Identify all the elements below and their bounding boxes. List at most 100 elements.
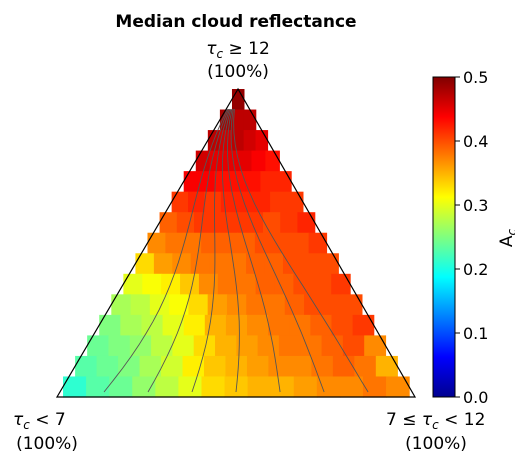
heatmap-cell (207, 294, 228, 316)
heatmap-cell (223, 150, 239, 172)
heatmap-cell (149, 294, 170, 316)
heatmap-cell (111, 294, 132, 316)
heatmap-cell (193, 335, 216, 357)
heatmap-cell (246, 253, 266, 275)
heatmap-cell (270, 376, 295, 398)
heatmap-cell (293, 376, 318, 398)
heatmap-cell (246, 294, 267, 316)
heatmap-cell (300, 335, 323, 357)
colorbar-tick-label: 0.5 (463, 68, 488, 87)
heatmap-cell (171, 191, 189, 213)
top-vertex-label: τc ≥ 12 (206, 39, 270, 61)
heatmap-cell (323, 294, 344, 316)
heatmap-cell (342, 335, 365, 357)
heatmap-cell (209, 253, 229, 275)
heatmap-cell (342, 294, 363, 316)
heatmap-cell (63, 376, 87, 398)
heatmap-cell (286, 191, 304, 213)
heatmap-cell (290, 232, 310, 254)
heatmap-cell (165, 232, 184, 254)
heatmap-cell (161, 355, 184, 378)
heatmap-cell (155, 376, 179, 398)
colorbar-tick-label: 0.3 (463, 196, 488, 215)
heatmap-cell (352, 314, 375, 336)
heatmap-cell (237, 232, 256, 254)
heatmap-cell (260, 171, 277, 193)
heatmap-cell (280, 212, 299, 234)
heatmap-cell (118, 355, 141, 378)
colorbar-tick-label: 0.4 (463, 132, 488, 151)
heatmap-cell (246, 355, 270, 378)
heatmap-cell (255, 130, 269, 152)
heatmap-cell (304, 294, 324, 316)
contour-line (230, 108, 325, 393)
heatmap-cell (312, 273, 332, 295)
heatmap-cell (364, 335, 387, 357)
heatmap-cell (139, 355, 162, 378)
heatmap-cell (161, 273, 181, 295)
heatmap-cell (375, 355, 398, 378)
heatmap-cell (301, 253, 321, 275)
heatmap-cell (225, 355, 248, 378)
heatmap-cell (215, 335, 237, 357)
right-vertex-label: 7 ≤ τc < 12 (386, 410, 485, 432)
heatmap-cell (227, 253, 247, 275)
heatmap-cell (159, 212, 178, 234)
heatmap-cell (243, 130, 257, 152)
colorbar (432, 76, 456, 398)
heatmap-cell (199, 171, 215, 193)
heatmap-cell (129, 335, 152, 357)
heatmap-cell (198, 273, 219, 295)
contour-line (227, 108, 281, 393)
heatmap-cell (262, 212, 281, 234)
heatmap-cell (257, 335, 280, 357)
heatmap-cell (274, 273, 295, 295)
right-vertex-percent: (100%) (405, 434, 467, 454)
heatmap-cell (284, 294, 305, 316)
heatmap-cell (321, 335, 344, 357)
heatmap-cell (297, 212, 316, 234)
heatmap-cell (275, 171, 292, 193)
top-vertex-percent: (100%) (207, 62, 269, 82)
heatmap-cell (247, 376, 272, 398)
heatmap-cell (268, 314, 290, 336)
heatmap-cell (96, 355, 119, 378)
left-vertex-percent: (100%) (16, 434, 78, 454)
heatmap-cell (254, 232, 274, 254)
colorbar-label: Ac (497, 228, 515, 247)
contour-lines (103, 108, 369, 393)
chart-title: Median cloud reflectance (115, 12, 356, 32)
colorbar-ticks: 0.0 0.1 0.2 0.3 0.4 0.5 (455, 68, 488, 407)
heatmap-cell (231, 109, 245, 131)
heatmap-cell (203, 355, 227, 378)
contour-line (191, 108, 231, 393)
heatmap-cell (236, 335, 259, 357)
contour-line (221, 108, 240, 393)
heatmap-cell (265, 150, 280, 172)
heatmap-cell (331, 314, 354, 336)
heatmap-cell (120, 314, 143, 336)
heatmap-cell (153, 253, 173, 275)
heatmap-cell (228, 212, 247, 234)
heatmap-cell (282, 253, 303, 275)
heatmap-cell (270, 191, 288, 213)
heatmap-cell (310, 314, 333, 336)
heatmap-cell (339, 376, 364, 398)
heatmap-cell (190, 253, 210, 275)
heatmap-cell (265, 294, 286, 316)
heatmap-cell (231, 130, 245, 152)
heatmap-cell (109, 376, 133, 398)
heatmap-cell (183, 314, 206, 336)
heatmap-cell (188, 294, 209, 316)
heatmap-cell (354, 355, 377, 378)
heatmap-cell (87, 335, 110, 357)
colorbar-tick-label: 0.2 (463, 260, 488, 279)
heatmap-cell (219, 232, 238, 254)
heatmap-cell (272, 232, 292, 254)
heatmap-cell (289, 355, 312, 378)
heatmap-cell (183, 232, 202, 254)
heatmap-cell (130, 294, 151, 316)
heatmap-cell (289, 314, 311, 336)
heatmap-cell (86, 376, 110, 398)
heatmap-cell (268, 355, 291, 378)
